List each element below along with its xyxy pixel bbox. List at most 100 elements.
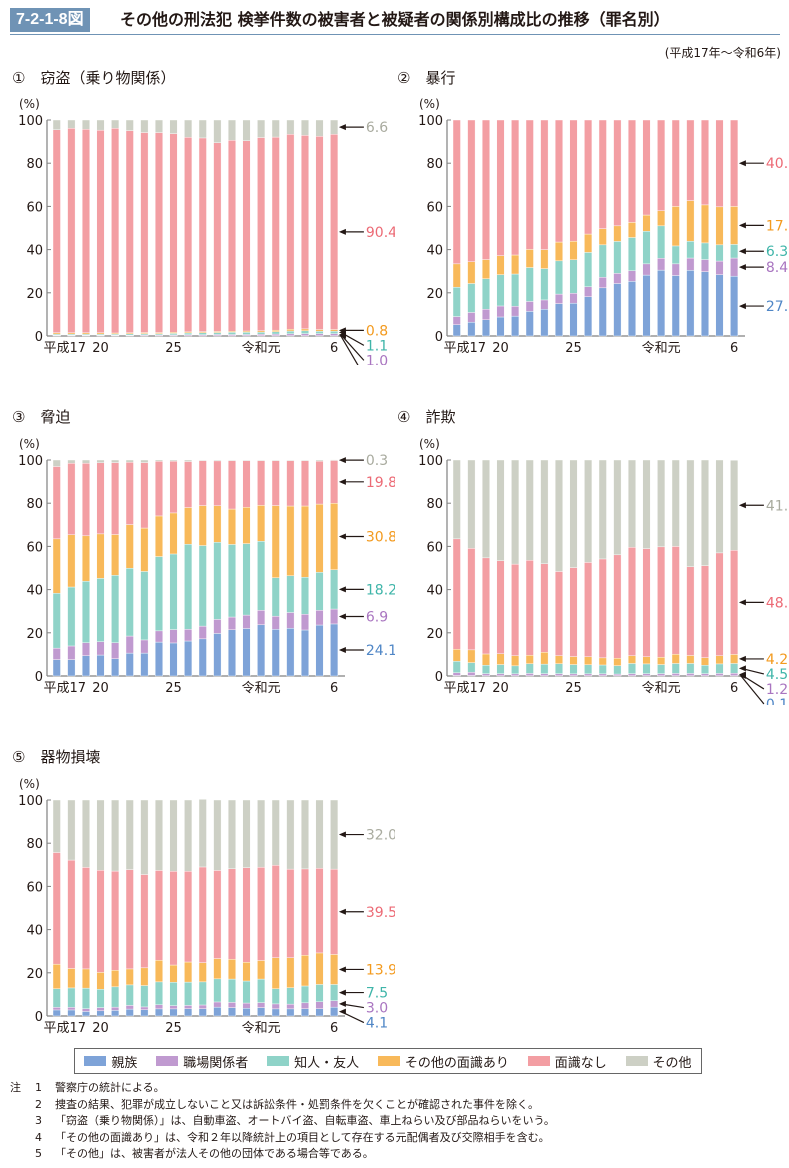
bar-segment — [301, 333, 309, 336]
bar-segment — [613, 273, 622, 284]
bar-segment — [554, 673, 563, 676]
bar-segment — [671, 119, 680, 207]
bar-segment — [242, 980, 251, 1004]
period-label: (平成17年～令和6年) — [664, 46, 781, 60]
bar-segment — [686, 240, 695, 259]
bar-segment — [540, 459, 549, 564]
bar-segment — [686, 459, 695, 567]
bar-segment — [111, 128, 120, 334]
end-value-label: 6.6 — [366, 120, 388, 136]
bar-segment — [671, 245, 680, 265]
x-tick-label: 平成17 — [443, 341, 486, 356]
label-arrow-line — [340, 334, 365, 361]
bar-segment — [315, 572, 324, 611]
y-tick-label: 40 — [426, 244, 443, 259]
y-tick-label: 0 — [35, 1010, 43, 1025]
bar-segment — [701, 242, 709, 260]
bar-segment — [627, 655, 636, 664]
bar-segment — [286, 799, 295, 870]
bar-segment — [584, 252, 593, 287]
bar-segment — [213, 1001, 222, 1008]
note-number: 3 — [35, 1114, 42, 1127]
bar-segment — [496, 560, 505, 654]
bar-segment — [242, 962, 251, 982]
bar-segment — [52, 647, 61, 660]
bar-segment — [169, 982, 178, 1006]
note-number: 4 — [35, 1130, 42, 1144]
bar-segment — [257, 505, 266, 542]
bar-segment — [554, 303, 563, 337]
legend-label: 面識なし — [554, 1055, 607, 1071]
arrow-head-icon — [338, 989, 346, 996]
bar-segment — [198, 1008, 207, 1017]
y-tick-label: 100 — [418, 114, 443, 129]
x-tick-label: 令和元 — [242, 341, 281, 356]
panel-title-4: ④ 詐欺 — [397, 408, 456, 426]
bar-segment — [642, 548, 651, 657]
note-row: 2 捜査の結果、犯罪が成立しないこと又は訴訟条件・処罰条件を欠くことが確認された事… — [10, 1097, 555, 1114]
bar-segment — [525, 663, 534, 674]
bar-segment — [554, 655, 563, 664]
bar-segment — [154, 1008, 163, 1017]
bar-segment — [125, 869, 134, 970]
bar-segment — [52, 659, 61, 677]
x-tick-label: 20 — [92, 1021, 109, 1036]
bar-segment — [701, 565, 709, 658]
x-tick-label: 令和元 — [242, 681, 281, 696]
legend-swatch — [84, 1056, 107, 1066]
note-row: 注 1 警察庁の統計による。 — [10, 1080, 555, 1097]
bar-segment — [642, 214, 651, 232]
y-tick-label: 0 — [35, 670, 43, 685]
x-tick-label: 20 — [492, 341, 509, 356]
y-tick-label: 0 — [35, 330, 43, 345]
x-tick-label: 20 — [492, 681, 509, 696]
bar-segment — [642, 119, 651, 216]
end-value-label: 1.1 — [366, 338, 388, 354]
bar-segment — [584, 119, 593, 235]
bar-segment — [169, 799, 178, 872]
bar-segment — [613, 554, 622, 659]
bar-segment — [730, 663, 739, 674]
bar-segment — [701, 673, 709, 676]
bar-segment — [525, 249, 534, 268]
y-tick-label: 40 — [426, 584, 443, 599]
bar-segment — [154, 630, 163, 643]
bar-segment — [330, 119, 339, 135]
bar-segment — [569, 567, 578, 657]
bar-segment — [301, 614, 309, 631]
bar-segment — [67, 987, 76, 1008]
x-tick-label: 令和元 — [242, 1021, 281, 1036]
bar-segment — [154, 641, 163, 677]
bar-segment — [467, 662, 476, 673]
legend-item: 親族 — [84, 1052, 137, 1071]
bar-segment — [111, 534, 120, 576]
bar-segment — [686, 270, 695, 337]
bar-segment — [169, 333, 178, 336]
bar-segment — [452, 661, 461, 673]
bar-segment — [315, 333, 324, 336]
bar-segment — [227, 119, 236, 141]
bar-segment — [569, 664, 578, 675]
bar-segment — [184, 1008, 193, 1017]
bar-segment — [242, 1002, 251, 1009]
bar-segment — [242, 543, 251, 616]
bar-segment — [67, 128, 76, 333]
bar-segment — [227, 508, 236, 545]
bar-segment — [81, 119, 90, 130]
bar-segment — [257, 460, 266, 506]
bar-segment — [67, 659, 76, 677]
bar-segment — [642, 656, 651, 665]
chart-assault: (%) 0 20 40 60 80 100 平成17 20 25 令和元 6 40.0 17.6 6.38.… — [418, 97, 789, 356]
bar-segment — [627, 222, 636, 238]
bar-segment — [301, 135, 309, 330]
note-number: 5 — [35, 1147, 42, 1160]
bar-segment — [452, 459, 461, 540]
end-value-label: 7.5 — [366, 986, 388, 1002]
bar-segment — [584, 673, 593, 676]
bar-segment — [657, 673, 666, 676]
bar-segment — [467, 261, 476, 284]
bar-segment — [301, 955, 309, 987]
bar-segment — [511, 673, 520, 676]
bar-segment — [301, 629, 309, 677]
end-value-label: 1.2 — [766, 682, 788, 698]
